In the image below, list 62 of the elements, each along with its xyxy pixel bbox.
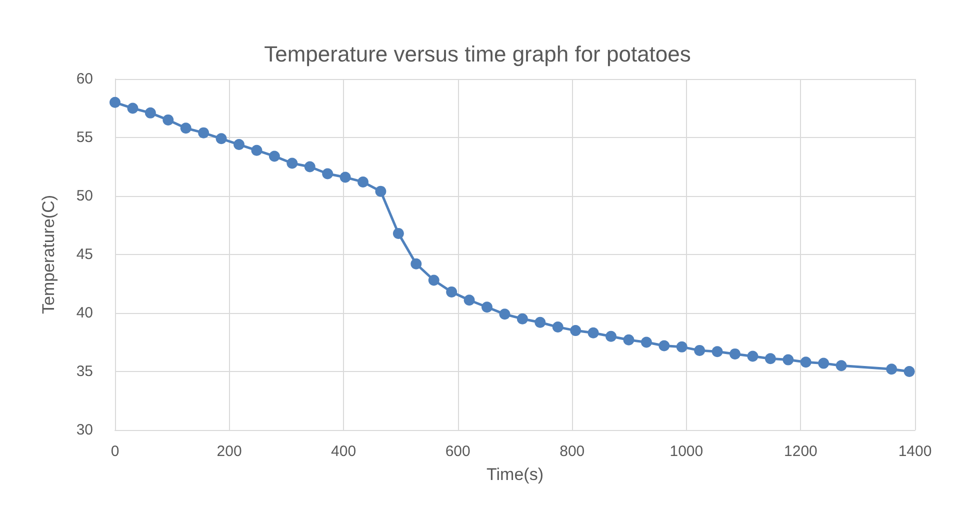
point — [234, 139, 244, 150]
point — [464, 294, 475, 306]
point — [286, 158, 298, 169]
point — [216, 133, 227, 144]
point — [304, 161, 316, 172]
point — [623, 334, 634, 346]
point — [764, 353, 776, 364]
point — [694, 344, 706, 356]
point — [358, 176, 368, 188]
y-tick-label: 45 — [76, 246, 93, 263]
point — [268, 150, 280, 162]
point — [606, 330, 616, 342]
point — [482, 302, 492, 313]
y-tick-label: 60 — [76, 70, 93, 88]
point — [640, 336, 652, 348]
y-tick-label: 50 — [76, 188, 93, 204]
point — [570, 325, 582, 336]
point — [375, 186, 386, 197]
point — [747, 350, 758, 362]
point — [552, 322, 564, 333]
y-axis-title: Temperature(C) — [39, 194, 58, 314]
point — [392, 228, 404, 239]
point — [658, 340, 670, 352]
point — [800, 356, 812, 368]
point — [198, 127, 210, 138]
x-axis-title: Time(s) — [486, 465, 544, 484]
x-tick-label: 1400 — [898, 443, 932, 460]
point — [712, 346, 723, 358]
point — [836, 360, 847, 372]
point — [162, 114, 174, 126]
point — [251, 144, 262, 156]
x-tick-label: 200 — [216, 443, 242, 460]
point — [782, 354, 794, 366]
point — [499, 308, 510, 320]
point — [516, 313, 528, 324]
y-tick-label: 35 — [76, 363, 93, 380]
point — [410, 258, 422, 270]
point — [588, 327, 599, 338]
point — [127, 102, 138, 114]
x-tick-label: 600 — [445, 443, 470, 460]
point — [818, 358, 830, 369]
y-tick-label: 30 — [76, 422, 93, 438]
point — [904, 366, 915, 377]
point — [446, 286, 458, 298]
point — [534, 316, 546, 328]
point — [322, 168, 334, 180]
chart-title: Temperature versus time graph for potatoes — [264, 42, 691, 66]
y-tick-label: 55 — [76, 129, 93, 146]
y-tick-label: 40 — [76, 304, 93, 322]
point — [886, 364, 898, 375]
point — [144, 107, 156, 118]
point — [428, 274, 440, 286]
x-tick-label: 0 — [110, 443, 120, 460]
point — [676, 341, 688, 352]
point — [340, 172, 351, 183]
x-tick-label: 800 — [560, 443, 585, 460]
x-tick-label: 400 — [331, 443, 356, 460]
x-tick-label: 1000 — [670, 443, 704, 460]
point — [180, 122, 192, 134]
point — [110, 96, 120, 108]
point — [730, 348, 740, 360]
x-tick-label: 1200 — [784, 443, 818, 460]
